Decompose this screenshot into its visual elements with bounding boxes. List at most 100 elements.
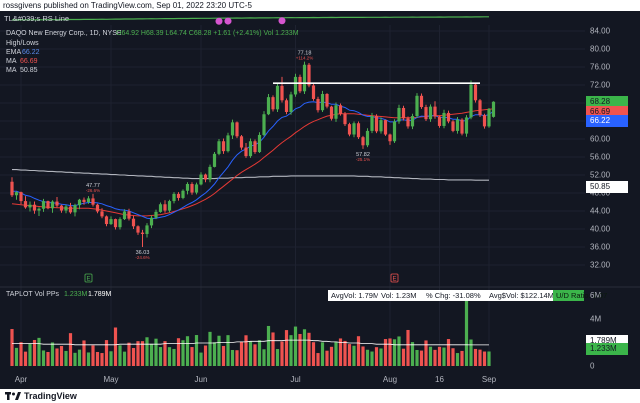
volume-bar-26	[127, 342, 131, 366]
volume-bar-20	[100, 353, 104, 366]
price-tick-0: 84.00	[590, 27, 611, 36]
rs-new-high-dot-1	[224, 17, 232, 25]
candle-body-56	[262, 114, 266, 135]
candle-body-107	[491, 101, 496, 117]
earnings-marker-0	[84, 273, 93, 283]
volume-bar-4	[28, 343, 32, 366]
volume-bar-6	[37, 337, 41, 366]
volume-bar-74	[343, 340, 347, 366]
volume-bar-70	[325, 350, 329, 366]
volume-bar-17	[86, 352, 91, 366]
swing-pct-3: -25.1%	[356, 157, 370, 162]
candles[interactable]	[10, 61, 496, 247]
candle-body-3	[23, 201, 28, 208]
volume-bar-69	[320, 342, 325, 366]
ma1-value: 66.69	[20, 58, 38, 65]
volume-bar-101	[464, 293, 469, 366]
candle-body-92	[424, 107, 428, 120]
candle-body-46	[217, 141, 221, 154]
volume-bar-98	[451, 348, 455, 366]
highlows-label: High/Lows	[6, 40, 39, 47]
price-tick-1: 80.00	[590, 45, 611, 54]
volume-bar-24	[118, 345, 122, 366]
volume-bar-31	[149, 343, 154, 366]
price-tick-2: 76.00	[590, 63, 611, 72]
vol-indicator-value2: 1.789M	[88, 291, 112, 298]
volume-bar-1	[14, 347, 19, 366]
volume-bar-83	[383, 339, 388, 366]
volume-tick-3: 0	[590, 362, 595, 371]
candle-body-93	[428, 106, 433, 120]
candle-body-98	[451, 121, 455, 131]
candle-body-63	[293, 76, 298, 95]
volume-bar-30	[145, 337, 149, 366]
time-tick-0: Apr	[15, 375, 28, 384]
price-tick-3: 72.00	[590, 81, 611, 90]
swing-price-0: 47.77	[86, 183, 100, 189]
volume-bar-89	[410, 342, 415, 366]
rs-line-label: TL&#039;s RS Line	[4, 14, 69, 23]
candle-body-36	[172, 193, 176, 202]
volume-bar-38	[181, 340, 185, 366]
volume-bar-25	[122, 351, 127, 366]
candle-body-17	[86, 198, 91, 202]
candle-body-11	[59, 205, 64, 211]
tradingview-logo-icon	[5, 392, 21, 400]
time-axis[interactable]: Apr May Jun Jul Aug 16 Sep	[15, 375, 497, 384]
volume-bar-50	[235, 350, 239, 366]
candle-body-85	[392, 121, 397, 142]
time-tick-3: Jul	[290, 375, 300, 384]
candle-body-68	[316, 98, 320, 111]
candle-body-49	[230, 122, 235, 136]
volume-bar-16	[82, 340, 86, 366]
candle-body-75	[347, 124, 352, 135]
rs-line-pane	[11, 16, 489, 25]
price-tick-11: 40.00	[590, 225, 611, 234]
candle-body-43	[203, 174, 208, 180]
price-axis[interactable]: 84.0080.0076.0072.0068.0064.0060.0056.00…	[590, 27, 611, 371]
vol-stat: Vol: 1.23M	[378, 290, 423, 301]
volume-bar-3	[23, 351, 28, 366]
volume-bar-78	[361, 346, 365, 366]
legend: TL&#039;s RS Line DAQO New Energy Corp.,…	[4, 14, 299, 298]
volume-bar-58	[271, 332, 275, 366]
candle-body-21	[104, 216, 109, 225]
candle-body-4	[28, 204, 32, 208]
volume-bar-27	[131, 347, 136, 366]
volume-bar-9	[50, 342, 55, 366]
vol-indicator-label: TAPLOT Vol PPs	[6, 291, 60, 298]
candle-body-41	[194, 184, 199, 193]
volume-bar-97	[446, 339, 451, 366]
volume-bar-56	[262, 349, 266, 366]
earnings-marker-label-1: E	[392, 277, 396, 283]
candle-body-94	[433, 106, 437, 117]
candle-body-28	[136, 226, 140, 233]
last-price-badge: 68.28	[586, 96, 628, 108]
candle-body-66	[307, 64, 311, 86]
time-tick-5: 16	[435, 375, 444, 384]
price-chart[interactable]: 47.77-26.6% 36.03-24.6% 77.18+114.2% 57.82-…	[0, 11, 640, 389]
volume-bar-88	[406, 329, 410, 366]
ma2-label: MA	[6, 67, 17, 74]
time-tick-6: Sep	[482, 375, 497, 384]
grid-lines	[0, 25, 640, 366]
volume-bar-63	[293, 326, 298, 366]
candle-body-44	[208, 166, 212, 180]
vol-indicator-value1: 1.233M	[64, 291, 88, 298]
volume-bar-37	[176, 338, 181, 366]
candle-body-103	[473, 84, 478, 101]
ema-value: 66.22	[22, 49, 40, 56]
price-tick-9: 48.00	[590, 189, 611, 198]
footer-bar: TradingView	[0, 389, 640, 403]
candle-body-61	[284, 100, 289, 112]
volume-bar-2	[19, 342, 23, 366]
candle-body-25	[122, 211, 127, 220]
volume-bar-28	[136, 341, 140, 366]
volume-bar-39	[185, 336, 190, 366]
volume-bar-47	[221, 345, 226, 366]
candle-body-81	[374, 116, 379, 132]
candle-body-99	[455, 119, 460, 131]
candle-body-100	[460, 119, 464, 134]
volume-bar-51	[239, 341, 244, 366]
candle-body-5	[32, 204, 37, 211]
